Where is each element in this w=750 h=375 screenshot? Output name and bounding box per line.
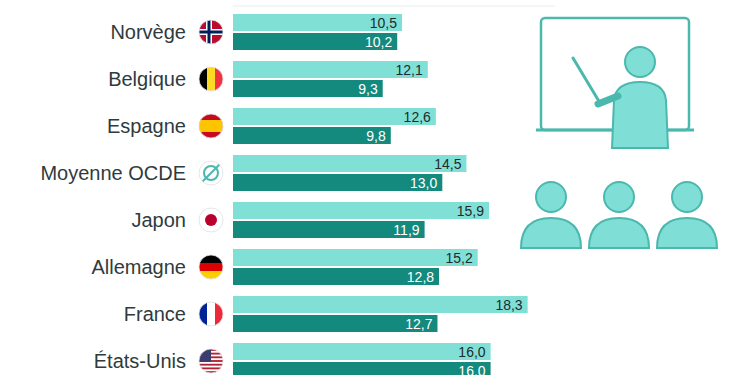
flag-icon <box>199 349 223 373</box>
student-body <box>657 218 717 248</box>
bar <box>233 221 425 238</box>
flag-body <box>199 208 223 232</box>
flag-body <box>199 255 223 279</box>
flag-part <box>199 364 223 366</box>
data-label: 12,8 <box>407 269 434 285</box>
chart-root: Norvège Belgique Espagne Moyenne OCDE Japon A… <box>0 0 750 375</box>
flag-part <box>199 161 223 185</box>
flag-border <box>199 255 223 279</box>
data-label: 11,9 <box>393 222 419 238</box>
category-label: États-Unis <box>94 350 186 372</box>
flag-border <box>199 208 223 232</box>
student-body <box>589 218 649 248</box>
pointer <box>573 58 600 103</box>
bar <box>233 155 466 172</box>
illustration <box>521 18 717 248</box>
bar <box>233 108 436 125</box>
category-label: France <box>124 303 186 325</box>
bar <box>233 33 397 50</box>
data-label: 12,6 <box>404 109 431 125</box>
teacher-body <box>612 82 668 148</box>
flag-part <box>199 120 223 132</box>
flag-border <box>199 114 223 138</box>
bar <box>233 362 491 375</box>
flag-icon <box>199 255 223 279</box>
bar <box>233 296 528 313</box>
flag-part <box>199 263 223 271</box>
flag-icon <box>199 208 223 232</box>
flag-body <box>199 349 223 373</box>
flag-body <box>199 20 223 44</box>
flag-part <box>199 20 223 44</box>
data-label: 10,5 <box>370 15 397 31</box>
flag-border <box>199 67 223 91</box>
bar <box>233 343 491 360</box>
bar <box>233 268 439 285</box>
data-label: 15,9 <box>457 203 484 219</box>
category-label: Japon <box>132 209 187 231</box>
bar <box>233 80 383 97</box>
flag-part <box>199 271 223 279</box>
data-label: 18,3 <box>495 297 522 313</box>
student-head <box>536 182 566 212</box>
flag-part <box>199 255 223 263</box>
data-label: 16,0 <box>458 363 485 375</box>
flag-border <box>199 349 223 373</box>
data-label: 9,8 <box>366 128 386 144</box>
category-label: Allemagne <box>91 256 186 278</box>
flag-icon <box>199 302 223 326</box>
axis-line <box>233 6 555 7</box>
student-body <box>521 218 581 248</box>
flag-part <box>207 302 215 326</box>
bar <box>233 249 478 266</box>
category-label: Moyenne OCDE <box>40 162 186 184</box>
flag-border <box>199 302 223 326</box>
data-label: 12,1 <box>396 62 423 78</box>
student-head <box>672 182 702 212</box>
flag-icon <box>199 114 223 138</box>
flag-icon <box>199 67 223 91</box>
flag-body <box>199 67 223 91</box>
flag-icon <box>199 161 223 185</box>
flag-part <box>199 31 223 34</box>
bar <box>233 14 402 31</box>
flag-body <box>199 302 223 326</box>
flag-body <box>199 114 223 138</box>
flag-border <box>199 161 223 185</box>
flag-part <box>207 67 215 91</box>
category-label: Norvège <box>110 21 186 43</box>
data-label: 16,0 <box>458 344 485 360</box>
chart: Norvège Belgique Espagne Moyenne OCDE Japon A… <box>0 0 750 375</box>
flag-part <box>199 302 207 326</box>
flag-body <box>199 161 223 185</box>
bar <box>233 127 391 144</box>
bar <box>233 174 442 191</box>
flag-icon <box>199 20 223 44</box>
category-label: Belgique <box>108 68 186 90</box>
student-head <box>604 182 634 212</box>
flag-part <box>202 164 220 182</box>
data-labels: 10,5 12,1 12,6 14,5 15,9 15,2 18,3 16,0 10,2 9,3 9… <box>358 15 523 375</box>
bar <box>233 202 489 219</box>
bars <box>233 14 528 375</box>
flag-part <box>199 208 223 232</box>
data-label: 14,5 <box>434 156 461 172</box>
flag-part <box>215 302 223 326</box>
bar <box>233 315 437 332</box>
flag-part <box>199 349 223 373</box>
flag-border <box>199 20 223 44</box>
teacher-head <box>625 47 655 77</box>
bar <box>233 61 428 78</box>
teacher-arm <box>598 96 618 104</box>
flag-part <box>199 114 223 138</box>
data-label: 13,0 <box>410 175 437 191</box>
data-label: 15,2 <box>445 250 472 266</box>
flag-part <box>205 214 217 226</box>
data-label: 12,7 <box>405 316 432 332</box>
flag-part <box>199 29 223 35</box>
data-label: 9,3 <box>358 81 378 97</box>
data-label: 10,2 <box>365 34 392 50</box>
category-label: Espagne <box>107 115 186 137</box>
